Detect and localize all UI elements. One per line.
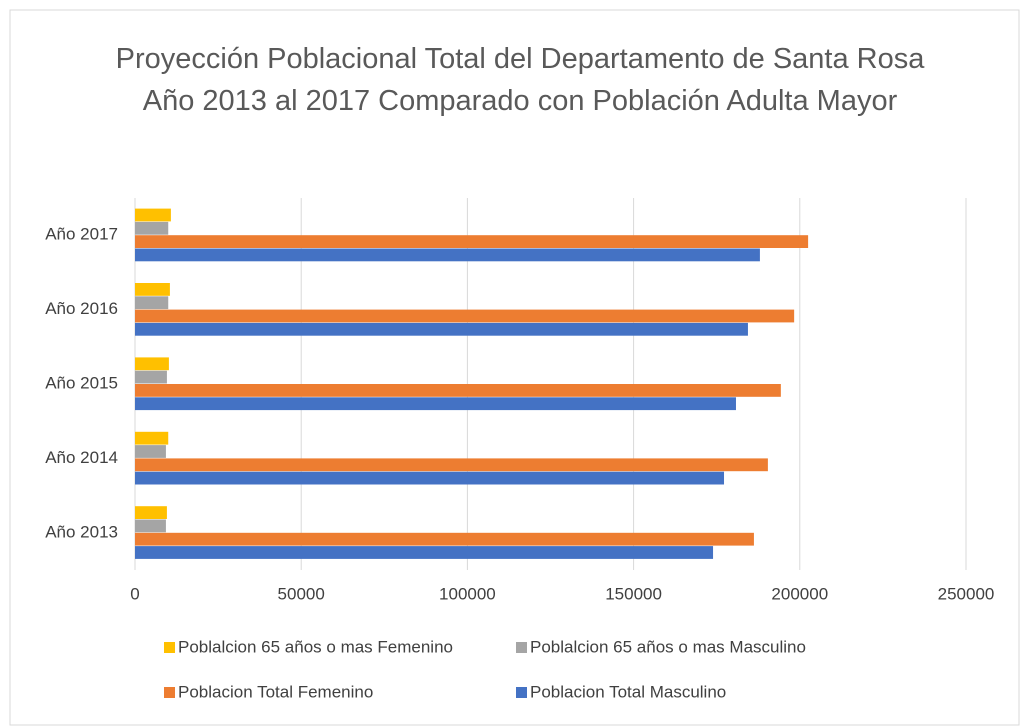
legend-label: Poblacion Total Femenino	[178, 682, 373, 701]
legend-swatch	[164, 642, 175, 653]
bar	[135, 296, 169, 310]
bar	[135, 519, 166, 533]
x-tick-label: 150000	[605, 584, 662, 603]
legend-label: Poblacion Total Masculino	[530, 682, 726, 701]
bar	[135, 532, 754, 546]
chart-border	[9, 9, 1020, 726]
bar	[135, 384, 781, 397]
x-tick-label: 50000	[278, 584, 325, 603]
bar	[135, 322, 748, 336]
bar	[135, 221, 169, 235]
bar	[135, 546, 714, 559]
bar	[135, 397, 736, 411]
bar	[135, 458, 768, 472]
y-tick-label: Año 2015	[45, 373, 118, 392]
bar	[135, 431, 169, 445]
legend-swatch	[164, 687, 175, 698]
bar	[135, 235, 809, 248]
bar	[135, 309, 795, 323]
chart-title: Proyección Poblacional Total del Departa…	[115, 43, 925, 117]
bar	[135, 506, 167, 519]
y-tick-label: Año 2014	[45, 448, 118, 467]
bar	[135, 283, 170, 296]
y-tick-label: Año 2016	[45, 299, 118, 318]
x-tick-label: 250000	[938, 584, 995, 603]
x-tick-label: 0	[130, 584, 139, 603]
bar	[135, 357, 169, 371]
bar	[135, 370, 167, 384]
x-tick-label: 200000	[771, 584, 828, 603]
bar	[135, 471, 725, 485]
y-tick-label: Año 2017	[45, 225, 118, 244]
legend-swatch	[516, 687, 527, 698]
bar	[135, 248, 760, 262]
legend-label: Poblalcion 65 años o mas Femenino	[178, 637, 453, 656]
x-tick-label: 100000	[439, 584, 496, 603]
legend-label: Poblalcion 65 años o mas Masculino	[530, 637, 806, 656]
bar	[135, 208, 171, 222]
y-tick-label: Año 2013	[45, 522, 118, 541]
legend-swatch	[516, 642, 527, 653]
bar	[135, 445, 166, 458]
